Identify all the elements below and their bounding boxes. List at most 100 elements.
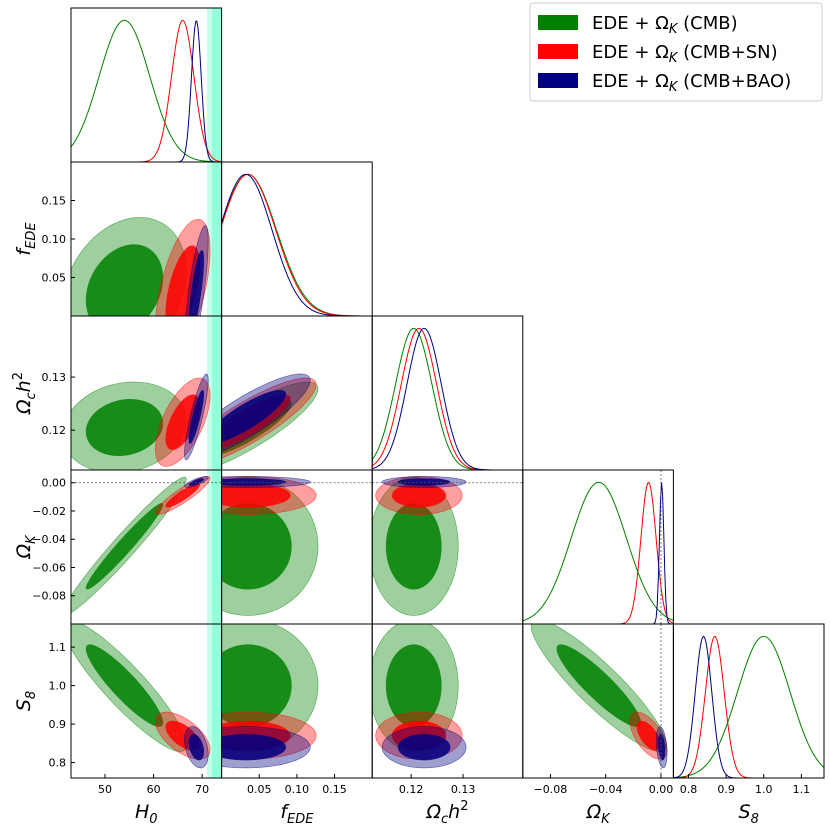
h0-reference-band-inner — [211, 162, 222, 316]
legend-swatch-0 — [538, 15, 578, 30]
legend: EDE + ΩK (CMB) EDE + ΩK (CMB+SN) EDE + ΩK … — [529, 2, 823, 102]
panel-content — [71, 316, 222, 470]
marginal-curve-2 — [71, 20, 222, 162]
x-axis-label-S8: S8 — [739, 801, 759, 827]
x-axis-label-H0: H0 — [135, 801, 158, 827]
contour-inner-2 — [221, 389, 287, 443]
marginal-curve-2 — [221, 173, 373, 316]
x-tick-label: 0.05 — [247, 783, 272, 796]
panel-content — [71, 624, 222, 778]
y-tick-label: −0.02 — [32, 505, 66, 518]
panel-content — [221, 624, 319, 769]
panel-fEDE-S8: 0.05 0.10 0.15 fEDE — [221, 623, 373, 827]
panel-H0-OK: −0.08 −0.06 −0.04 −0.02 0.00 ΩK — [13, 469, 223, 625]
panel-Och2 — [371, 315, 524, 471]
contour-inner-1 — [636, 720, 661, 751]
panel-fEDE — [221, 161, 373, 317]
legend-swatch-2 — [538, 73, 578, 88]
contour-inner-2 — [221, 734, 287, 761]
x-tick-label: 0.9 — [717, 783, 735, 796]
contour-inner-0 — [85, 244, 164, 316]
h0-reference-band-inner — [211, 8, 222, 162]
y-tick-label: 1.1 — [49, 641, 67, 654]
marginal-curve-0 — [372, 327, 523, 470]
y-tick-label: 0.15 — [42, 195, 67, 208]
y-tick-label: 0.9 — [49, 718, 67, 731]
marginal-curve-1 — [71, 19, 222, 162]
y-tick-label: −0.06 — [32, 561, 66, 574]
contour-inner-0 — [85, 398, 164, 457]
y-tick-label: 1.0 — [49, 680, 67, 693]
y-tick-label: 0.10 — [42, 233, 67, 246]
panel-content — [221, 173, 373, 316]
marginal-curve-0 — [71, 19, 222, 162]
x-tick-label: −0.08 — [534, 783, 568, 796]
x-tick-label: 0.8 — [680, 783, 698, 796]
panel-frame — [70, 7, 223, 163]
marginal-curve-0 — [522, 481, 674, 622]
panel-fEDE-OK — [221, 469, 373, 625]
contour-inner-0 — [85, 503, 164, 590]
x-tick-label: 1.0 — [755, 783, 773, 796]
marginal-curve-2 — [673, 635, 824, 778]
panel-content — [221, 476, 373, 616]
y-tick-label: 0.12 — [42, 424, 67, 437]
panel-content — [673, 635, 825, 778]
panel-content — [71, 8, 222, 162]
panel-OK — [522, 469, 674, 625]
marginal-curve-0 — [673, 635, 825, 778]
y-axis-label-S8: S8 — [13, 691, 39, 711]
legend-frame — [529, 2, 823, 102]
contour-inner-2 — [188, 389, 205, 444]
contour-inner-2 — [188, 734, 205, 761]
contour-inner-2 — [188, 250, 205, 316]
y-axis-label-fEDE: fEDE — [13, 222, 39, 256]
x-tick-label: 0.13 — [451, 783, 476, 796]
contour-inner-2 — [397, 734, 451, 761]
h0-reference-band-inner — [211, 624, 222, 778]
panel-content — [372, 624, 467, 769]
x-axis-label-Och2: Ωch2 — [425, 799, 468, 827]
panel-fEDE-Och2 — [221, 315, 373, 471]
panel-content — [71, 470, 222, 624]
panel-content — [71, 162, 222, 316]
x-tick-label: −0.04 — [589, 783, 623, 796]
y-tick-label: −0.04 — [32, 533, 66, 546]
panel-H0-S8: 50 60 70 H0 0.8 0.9 1.0 1.1 S8 — [13, 623, 223, 827]
panel-Och2-S8: 0.12 0.13 Ωch2 — [371, 623, 524, 827]
panel-frame — [522, 469, 674, 625]
contour-inner-0 — [385, 503, 442, 590]
panel-H0 — [70, 7, 223, 163]
legend-label-1: EDE + ΩK (CMB+SN) — [592, 42, 778, 66]
y-tick-label: −0.08 — [32, 590, 66, 603]
panel-content — [372, 327, 523, 470]
panel-S8: 0.8 0.9 1.0 1.1 S8 — [672, 623, 825, 827]
legend-label-2: EDE + ΩK (CMB+BAO) — [592, 71, 791, 95]
x-tick-label: 0.12 — [399, 783, 424, 796]
panel-content — [530, 624, 668, 778]
x-axis-label-OK: ΩK — [586, 801, 612, 827]
contour-inner-2 — [657, 734, 666, 761]
x-tick-label: 0.10 — [285, 783, 310, 796]
x-tick-label: 60 — [147, 783, 161, 796]
contour-inner-0 — [221, 644, 292, 727]
legend-label-0: EDE + ΩK (CMB) — [592, 13, 738, 37]
panel-OK-S8: −0.08 −0.04 0.00 ΩK — [522, 623, 674, 827]
x-tick-label: 0.15 — [322, 783, 347, 796]
marginal-curve-2 — [372, 327, 523, 470]
x-tick-label: 0.00 — [649, 783, 674, 796]
y-axis-label-Och2: Ωch2 — [11, 372, 39, 415]
x-axis-label-fEDE: fEDE — [280, 801, 314, 827]
marginal-curve-1 — [372, 327, 523, 470]
contour-inner-0 — [85, 644, 164, 727]
y-tick-label: 0.8 — [49, 757, 67, 770]
contour-inner-0 — [221, 503, 292, 590]
contour-inner-0 — [385, 644, 442, 727]
h0-reference-band-inner — [211, 470, 222, 624]
panel-H0-fEDE: 0.05 0.10 0.15 fEDE — [13, 161, 223, 317]
y-tick-label: 0.00 — [42, 477, 67, 490]
h0-reference-band-inner — [211, 316, 222, 470]
panel-content — [522, 470, 674, 624]
